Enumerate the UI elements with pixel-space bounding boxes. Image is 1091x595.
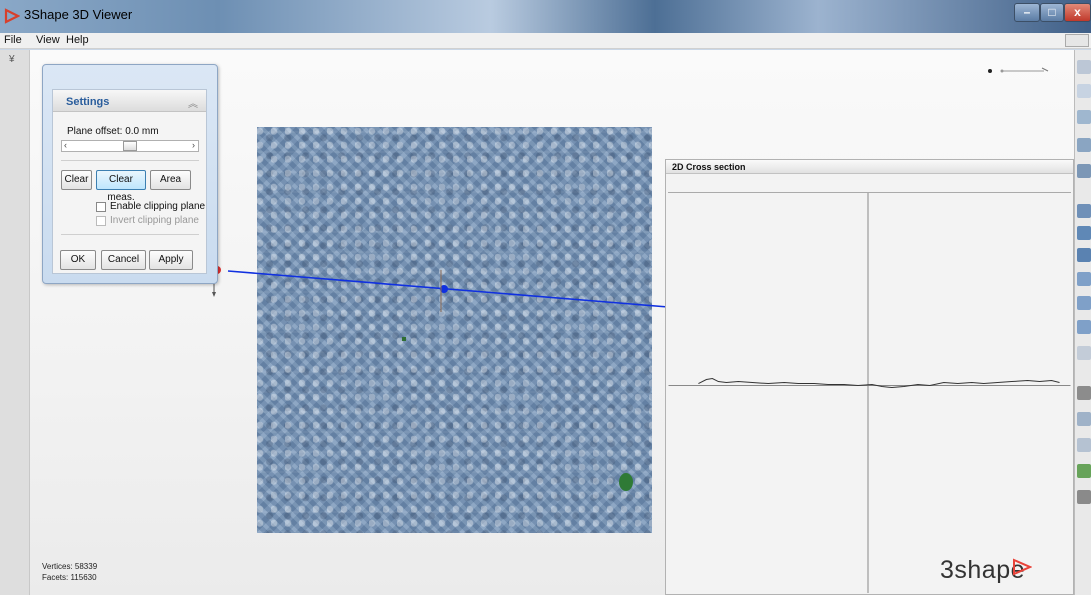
window-title: 3Shape 3D Viewer [24, 7, 133, 22]
tool-icon[interactable] [1077, 438, 1091, 452]
menu-bar: File View Help [0, 33, 1091, 49]
tool-icon[interactable] [1077, 296, 1091, 310]
collapse-icon[interactable]: ¥ [9, 54, 15, 65]
tool-icon[interactable] [1077, 320, 1091, 334]
scan-artifact [402, 337, 406, 341]
tool-icon[interactable] [1077, 204, 1091, 218]
maximize-button[interactable]: □ [1040, 3, 1064, 22]
plane-offset-label: Plane offset: 0.0 mm [67, 126, 159, 137]
mdi-controls[interactable] [1065, 34, 1089, 47]
tool-icon[interactable] [1077, 60, 1091, 74]
settings-title: Settings [66, 96, 110, 108]
app-icon [4, 8, 20, 24]
cross-section-header[interactable]: 2D Cross section [666, 160, 1073, 174]
divider [61, 234, 199, 235]
cross-section-plot[interactable] [668, 192, 1071, 593]
slider-left-arrow[interactable]: ‹ [64, 140, 67, 150]
invert-clipping-label[interactable]: Invert clipping plane [110, 215, 199, 226]
settings-panel: Settings ︽ Plane offset: 0.0 mm ‹ › Clea… [52, 89, 207, 274]
apply-button[interactable]: Apply [149, 250, 193, 270]
tool-icon[interactable] [1077, 412, 1091, 426]
model-stats: Vertices: 58339 Facets: 115630 [42, 561, 97, 583]
ok-button[interactable]: OK [60, 250, 96, 270]
title-bar: 3Shape 3D Viewer – □ x [0, 0, 1091, 33]
left-collapse-strip[interactable]: ¥ [0, 50, 30, 595]
enable-clipping-label[interactable]: Enable clipping plane [110, 201, 206, 212]
chevron-up-icon[interactable]: ︽ [188, 99, 198, 110]
tool-icon[interactable] [1077, 248, 1091, 262]
logo-triangle-icon [1013, 558, 1032, 576]
menu-help[interactable]: Help [66, 34, 89, 46]
settings-header[interactable]: Settings ︽ [53, 90, 206, 112]
plane-offset-slider[interactable]: ‹ › [61, 140, 199, 152]
cross-section-panel: 2D Cross section [665, 159, 1074, 595]
clear-button[interactable]: Clear [61, 170, 92, 190]
slider-right-arrow[interactable]: › [192, 140, 195, 150]
area-button[interactable]: Area [150, 170, 191, 190]
slider-thumb[interactable] [123, 141, 137, 151]
tool-icon[interactable] [1077, 346, 1091, 360]
scan-artifact [619, 473, 633, 491]
cancel-button[interactable]: Cancel [101, 250, 146, 270]
tool-icon[interactable] [1077, 464, 1091, 478]
tool-icon[interactable] [1077, 84, 1091, 98]
scan-surface[interactable] [257, 127, 652, 533]
tool-icon[interactable] [1077, 138, 1091, 152]
tool-icon[interactable] [1077, 490, 1091, 504]
tool-icon[interactable] [1077, 226, 1091, 240]
minimize-button[interactable]: – [1014, 3, 1040, 22]
vertices-count: Vertices: 58339 [42, 562, 98, 571]
menu-view[interactable]: View [36, 34, 60, 46]
brand-logo: 3shape [940, 556, 1026, 584]
settings-window: Settings ︽ Plane offset: 0.0 mm ‹ › Clea… [42, 64, 218, 284]
right-toolbar [1074, 50, 1091, 595]
divider [61, 160, 199, 161]
menu-file[interactable]: File [4, 34, 22, 46]
cross-section-title: 2D Cross section [672, 162, 746, 172]
tool-icon[interactable] [1077, 386, 1091, 400]
cross-section-profile [698, 378, 1060, 389]
clear-measurement-button[interactable]: Clear meas. [96, 170, 146, 203]
enable-clipping-checkbox[interactable] [96, 202, 106, 212]
center-handle [440, 285, 448, 293]
tool-icon[interactable] [1077, 272, 1091, 286]
invert-clipping-checkbox[interactable] [96, 216, 106, 226]
tool-icon[interactable] [1077, 164, 1091, 178]
facets-count: Facets: 115630 [42, 573, 97, 582]
tool-icon[interactable] [1077, 110, 1091, 124]
axis-indicator-icon [988, 67, 1049, 73]
left-handle-arrow [212, 292, 216, 297]
